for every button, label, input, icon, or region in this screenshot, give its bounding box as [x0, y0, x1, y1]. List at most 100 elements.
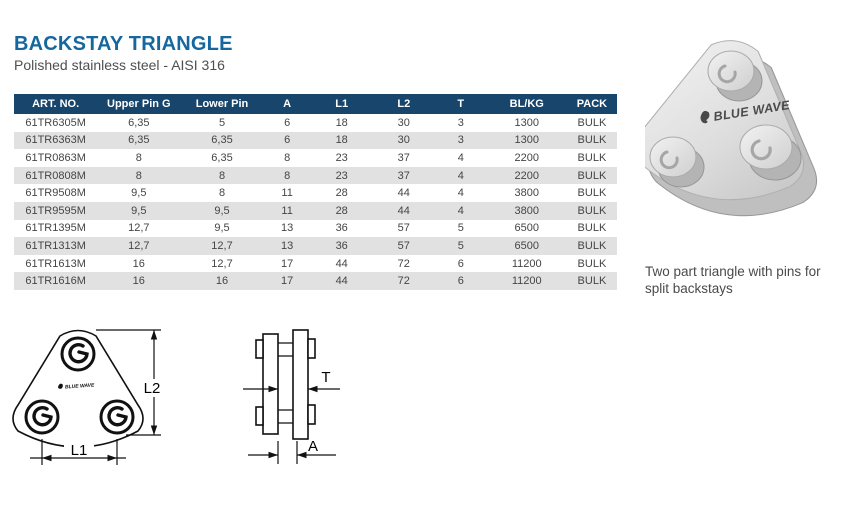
table-cell: 12,7: [180, 254, 264, 273]
arrow-left: [308, 385, 318, 393]
table-cell: 37: [372, 166, 435, 185]
front-view-drawing: BLUE WAVE L2 L1: [12, 329, 165, 465]
table-cell: 16: [97, 272, 181, 290]
pin-cap: [255, 406, 264, 426]
column-header: T: [434, 94, 487, 114]
table-cell: 6500: [486, 219, 567, 238]
table-cell: 44: [310, 254, 373, 273]
column-header: A: [263, 94, 311, 114]
pin-bottom-left: [649, 136, 705, 188]
page-subtitle: Polished stainless steel - AISI 316: [14, 57, 225, 73]
table-cell: 12,7: [97, 237, 181, 255]
table-cell: 3800: [486, 184, 567, 202]
a-label: A: [308, 438, 318, 455]
table-cell: 23: [310, 149, 373, 167]
table-cell: BULK: [566, 201, 617, 220]
table-cell: 30: [372, 131, 435, 150]
table-cell: 18: [310, 131, 373, 150]
table-cell: 44: [372, 201, 435, 220]
column-header: Upper Pin G: [97, 94, 181, 114]
table-cell: 9,5: [97, 184, 181, 202]
table-cell: BULK: [566, 166, 617, 185]
spec-table: ART. NO. Upper Pin G Lower Pin A L1 L2 T BL/KG P…: [14, 94, 617, 290]
table-cell: 17: [263, 254, 311, 273]
table-cell: 3: [434, 131, 487, 150]
table-cell: 44: [310, 272, 373, 290]
table-cell: BULK: [566, 149, 617, 167]
column-header: BL/KG: [486, 94, 567, 114]
table-cell: 61TR9508M: [14, 184, 98, 202]
table-row: 61TR9508M 9,5 8 11 28 44 4 3800 BULK: [14, 184, 617, 202]
arrow-up: [150, 330, 158, 340]
table-cell: 61TR6363M: [14, 131, 98, 150]
table-row: 61TR0863M 8 6,35 8 23 37 4 2200 BULK: [14, 149, 617, 167]
table-cell: BULK: [566, 254, 617, 273]
arrow-right: [107, 454, 117, 462]
table-cell: 6,35: [97, 131, 181, 150]
table-cell: 8: [180, 184, 264, 202]
table-row: 61TR1395M 12,7 9,5 13 36 57 5 6500 BULK: [14, 219, 617, 238]
pin-cap: [307, 338, 316, 359]
table-cell: 61TR1616M: [14, 272, 98, 290]
table-cell: BULK: [566, 114, 617, 132]
table-cell: 6: [263, 131, 311, 150]
table-cell: 6,35: [180, 131, 264, 150]
table-cell: 28: [310, 184, 373, 202]
table-cell: 6: [434, 254, 487, 273]
column-header: PACK: [566, 94, 617, 114]
table-cell: 61TR0808M: [14, 166, 98, 185]
arrow-down: [150, 425, 158, 435]
table-cell: 18: [310, 114, 373, 132]
table-cell: 2200: [486, 149, 567, 167]
l1-label: L1: [71, 442, 88, 459]
table-cell: 57: [372, 237, 435, 255]
dimension-a: [248, 441, 336, 464]
table-cell: 6500: [486, 237, 567, 255]
table-cell: 13: [263, 237, 311, 255]
table-cell: 8: [97, 166, 181, 185]
table-cell: 72: [372, 272, 435, 290]
column-header: ART. NO.: [14, 94, 98, 114]
pin-cap: [255, 339, 264, 359]
table-cell: 9,5: [97, 201, 181, 220]
table-cell: 61TR1613M: [14, 254, 98, 273]
l2-label: L2: [144, 380, 161, 397]
table-cell: 13: [263, 219, 311, 238]
table-cell: 8: [263, 149, 311, 167]
table-cell: 5: [434, 219, 487, 238]
right-plate: [292, 329, 309, 440]
table-cell: 30: [372, 114, 435, 132]
photo-caption: Two part triangle with pins for split ba…: [645, 264, 821, 296]
table-cell: 8: [97, 149, 181, 167]
page-title: BACKSTAY TRIANGLE: [14, 33, 233, 55]
column-header: Lower Pin: [180, 94, 264, 114]
table-cell: 3800: [486, 201, 567, 220]
table-row: 61TR1313M 12,7 12,7 13 36 57 5 6500 BULK: [14, 237, 617, 255]
wave-icon: [700, 110, 710, 124]
table-cell: 28: [310, 201, 373, 220]
drawing-logo: BLUE WAVE: [58, 382, 95, 391]
drawing-logo-text: BLUE WAVE: [65, 382, 95, 390]
table-cell: 6,35: [97, 114, 181, 132]
left-plate: [262, 333, 279, 435]
table-cell: 61TR1313M: [14, 237, 98, 255]
table-row: 61TR1613M 16 12,7 17 44 72 6 11200 BULK: [14, 254, 617, 273]
table-cell: BULK: [566, 131, 617, 150]
table-row: 61TR6305M 6,35 5 6 18 30 3 1300 BULK: [14, 114, 617, 132]
table-cell: 61TR6305M: [14, 114, 98, 132]
arrow-right: [268, 451, 278, 459]
table-cell: 16: [180, 272, 264, 290]
table-cell: BULK: [566, 219, 617, 238]
table-row: 61TR1616M 16 16 17 44 72 6 11200 BULK: [14, 272, 617, 290]
pin-right: [739, 124, 802, 181]
table-cell: 4: [434, 166, 487, 185]
spec-table-head-row: ART. NO. Upper Pin G Lower Pin A L1 L2 T BL/KG P…: [14, 94, 617, 114]
side-view-drawing: T A: [243, 329, 340, 464]
table-cell: 1300: [486, 131, 567, 150]
table-cell: BULK: [566, 184, 617, 202]
table-cell: 6: [263, 114, 311, 132]
plates-and-caps: [255, 329, 316, 440]
table-cell: BULK: [566, 237, 617, 255]
table-row: 61TR6363M 6,35 6,35 6 18 30 3 1300 BULK: [14, 131, 617, 150]
